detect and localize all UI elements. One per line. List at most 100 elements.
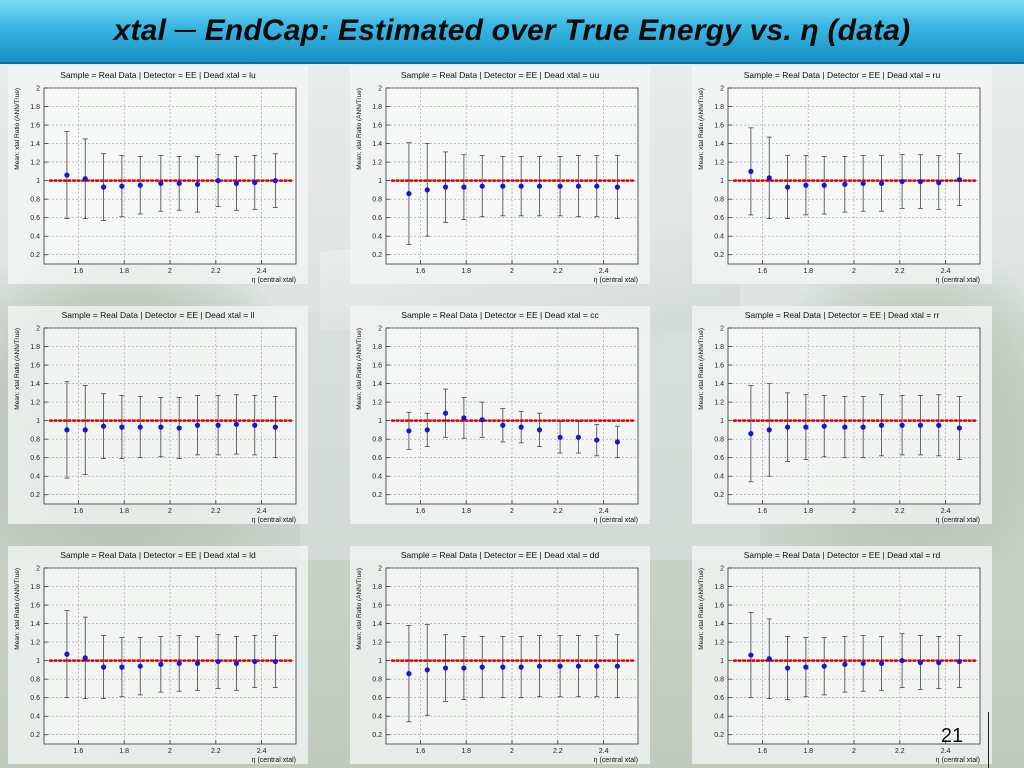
data-point — [899, 178, 905, 185]
y-tick-label: 0.6 — [372, 455, 382, 462]
chart-title: Sample = Real Data | Detector = EE | Dea… — [62, 310, 255, 320]
data-point — [842, 181, 848, 187]
x-tick-label: 2.2 — [553, 268, 563, 275]
x-tick-label: 1.6 — [415, 268, 425, 275]
data-point — [614, 663, 620, 669]
y-tick-label: 1.2 — [30, 160, 40, 167]
chart-panel-cc: 0.2 0.4 0.6 0.8 1 1.2 1.4 1.6 1.8 2 1.6 1.8 2 2.2 2.4 S… — [350, 306, 650, 524]
x-tick-label: 1.8 — [803, 268, 813, 275]
data-point — [442, 665, 449, 671]
data-point — [956, 425, 962, 431]
y-tick-label: 0.2 — [30, 492, 40, 499]
y-tick-label: 2 — [720, 326, 724, 333]
chart-panel-dd: 0.2 0.4 0.6 0.8 1 1.2 1.4 1.6 1.8 2 1.6 1.8 2 2.2 2.4 S… — [350, 546, 650, 764]
y-tick-label: 1 — [36, 178, 40, 185]
data-point — [842, 424, 848, 430]
chart-cc: 0.2 0.4 0.6 0.8 1 1.2 1.4 1.6 1.8 2 1.6 1.8 2 2.2 2.4 S… — [356, 310, 639, 524]
data-point — [956, 658, 962, 665]
data-point — [594, 183, 600, 189]
data-point — [500, 664, 506, 670]
y-tick-label: 0.8 — [30, 677, 40, 684]
x-tick-label: 2.4 — [257, 508, 267, 515]
x-tick-label: 1.6 — [415, 508, 425, 515]
data-point — [176, 660, 182, 667]
data-point — [272, 658, 278, 665]
data-point — [878, 180, 885, 187]
y-tick-label: 1.4 — [714, 381, 724, 388]
x-tick-label: 2.2 — [211, 748, 221, 755]
data-point — [748, 168, 754, 174]
chart-title: Sample = Real Data | Detector = EE | Dea… — [401, 70, 600, 80]
data-point — [64, 651, 70, 657]
x-axis-label: η (central xtal) — [594, 277, 638, 284]
chart-ll: 0.2 0.4 0.6 0.8 1 1.2 1.4 1.6 1.8 2 1.6 1.8 2 2.2 2.4 S… — [14, 310, 297, 524]
chart-panel-ll: 0.2 0.4 0.6 0.8 1 1.2 1.4 1.6 1.8 2 1.6 1.8 2 2.2 2.4 S… — [8, 306, 308, 524]
y-tick-label: 1.8 — [372, 344, 382, 351]
x-tick-label: 2 — [168, 508, 172, 515]
x-tick-label: 2 — [852, 748, 856, 755]
x-tick-label: 2.4 — [599, 268, 609, 275]
y-tick-label: 1 — [378, 178, 382, 185]
x-tick-label: 1.6 — [757, 748, 767, 755]
data-point — [917, 422, 924, 428]
data-point — [803, 424, 809, 430]
data-point — [860, 660, 866, 667]
x-tick-label: 1.6 — [73, 268, 83, 275]
data-point — [784, 184, 791, 190]
data-point — [82, 655, 88, 661]
y-axis-label: Mean: xtal Ratio (ANN/True) — [14, 88, 21, 170]
y-axis-label: Mean: xtal Ratio (ANN/True) — [698, 568, 705, 650]
data-point — [936, 179, 942, 186]
y-tick-label: 0.8 — [372, 677, 382, 684]
data-point — [272, 178, 278, 184]
data-point — [878, 422, 885, 428]
chart-panel-lu: 0.2 0.4 0.6 0.8 1 1.2 1.4 1.6 1.8 2 1.6 1.8 2 2.2 2.4 S… — [8, 66, 308, 284]
data-point — [252, 422, 258, 428]
data-point — [936, 422, 942, 428]
data-point — [557, 663, 563, 669]
y-tick-label: 1.6 — [372, 363, 382, 370]
y-tick-label: 0.2 — [30, 732, 40, 739]
y-tick-label: 0.4 — [30, 234, 40, 241]
x-tick-label: 2 — [510, 508, 514, 515]
data-point — [137, 182, 143, 188]
data-point — [64, 427, 70, 433]
y-tick-label: 1.8 — [30, 584, 40, 591]
y-tick-label: 0.8 — [714, 437, 724, 444]
y-tick-label: 1.8 — [30, 344, 40, 351]
y-tick-label: 0.4 — [372, 474, 382, 481]
data-point — [936, 659, 942, 666]
chart-title: Sample = Real Data | Detector = EE | Dea… — [744, 70, 941, 80]
data-point — [424, 427, 430, 433]
y-tick-label: 1.6 — [714, 603, 724, 610]
y-tick-label: 0.4 — [30, 714, 40, 721]
data-point — [821, 182, 827, 188]
y-tick-label: 1.4 — [372, 621, 382, 628]
data-point — [233, 660, 240, 667]
data-point — [557, 434, 563, 440]
y-tick-label: 2 — [378, 326, 382, 333]
chart-ld: 0.2 0.4 0.6 0.8 1 1.2 1.4 1.6 1.8 2 1.6 1.8 2 2.2 2.4 S… — [14, 550, 297, 764]
data-point — [821, 663, 827, 669]
x-axis-label: η (central xtal) — [594, 757, 638, 764]
data-point — [860, 180, 866, 187]
data-point — [766, 656, 772, 662]
data-point — [158, 661, 164, 667]
data-point — [594, 663, 600, 669]
y-axis-label: Mean: xtal Ratio (ANN/True) — [14, 328, 21, 410]
y-tick-label: 1.2 — [30, 400, 40, 407]
x-tick-label: 2 — [168, 748, 172, 755]
x-axis-label: η (central xtal) — [594, 517, 638, 524]
data-point — [176, 180, 182, 187]
chart-title: Sample = Real Data | Detector = EE | Dea… — [401, 550, 600, 560]
y-tick-label: 2 — [36, 566, 40, 573]
y-tick-label: 1 — [378, 418, 382, 425]
y-tick-label: 0.2 — [372, 492, 382, 499]
y-tick-label: 0.2 — [714, 492, 724, 499]
x-tick-label: 2.4 — [941, 508, 951, 515]
y-tick-label: 1.2 — [714, 640, 724, 647]
data-point — [252, 658, 258, 665]
y-tick-label: 0.6 — [30, 215, 40, 222]
y-tick-label: 0.4 — [714, 474, 724, 481]
y-tick-label: 0.8 — [714, 677, 724, 684]
